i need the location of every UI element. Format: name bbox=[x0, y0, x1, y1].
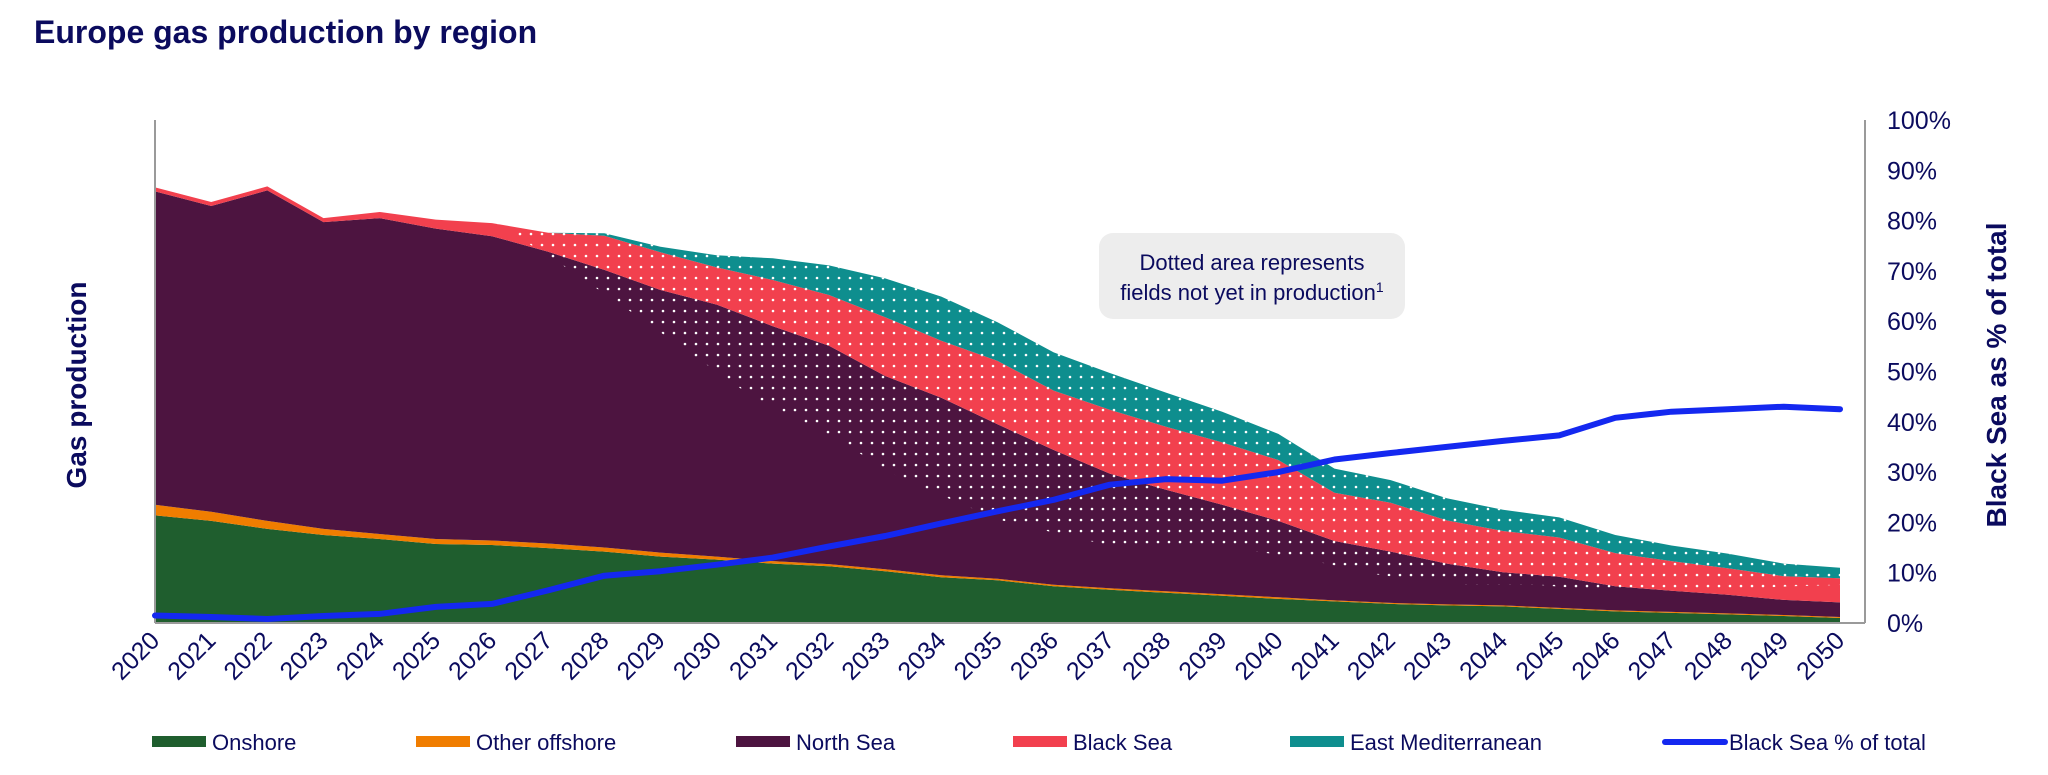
x-tick-label: 2037 bbox=[1061, 626, 1120, 685]
y2-tick-label: 20% bbox=[1887, 509, 1937, 537]
y2-tick-label: 0% bbox=[1887, 610, 1923, 638]
y2-tick-labels: 0% 10% 20% 30% 40% 50% 60% 70% 80% 90% 100% bbox=[1887, 107, 1951, 638]
annotation-box: Dotted area represents fields not yet in… bbox=[1099, 233, 1405, 319]
x-tick-label: 2024 bbox=[331, 626, 390, 685]
legend-item-east-mediterranean: East Mediterranean bbox=[1290, 730, 1542, 755]
y2-tick-label: 100% bbox=[1887, 107, 1951, 135]
legend-item-other-offshore: Other offshore bbox=[416, 730, 616, 755]
x-tick-label: 2023 bbox=[275, 626, 334, 685]
x-tick-label: 2033 bbox=[836, 626, 895, 685]
legend-label: North Sea bbox=[796, 730, 896, 755]
y2-tick-label: 10% bbox=[1887, 560, 1937, 588]
x-tick-label: 2028 bbox=[555, 626, 614, 685]
legend-item-north-sea: North Sea bbox=[736, 730, 896, 755]
legend-swatch bbox=[416, 736, 470, 747]
annotation-line-1: Dotted area represents bbox=[1139, 250, 1364, 275]
x-tick-label: 2029 bbox=[612, 626, 671, 685]
x-tick-label: 2038 bbox=[1117, 626, 1176, 685]
x-tick-label: 2039 bbox=[1173, 626, 1232, 685]
x-tick-label: 2040 bbox=[1229, 626, 1288, 685]
x-tick-label: 2031 bbox=[724, 626, 783, 685]
area-north-sea bbox=[155, 190, 1840, 617]
x-tick-label: 2020 bbox=[106, 626, 165, 685]
y-axis-title: Gas production bbox=[61, 282, 92, 489]
x-tick-label: 2043 bbox=[1398, 626, 1457, 685]
x-tick-label: 2022 bbox=[218, 626, 277, 685]
x-tick-label: 2041 bbox=[1286, 626, 1345, 685]
x-tick-label: 2045 bbox=[1510, 626, 1569, 685]
y2-tick-label: 90% bbox=[1887, 157, 1937, 185]
x-tick-label: 2021 bbox=[162, 626, 221, 685]
x-tick-label: 2025 bbox=[387, 626, 446, 685]
annotation-superscript: 1 bbox=[1376, 279, 1384, 295]
x-tick-label: 2032 bbox=[780, 626, 839, 685]
x-tick-label: 2047 bbox=[1623, 626, 1682, 685]
chart-title: Europe gas production by region bbox=[34, 14, 538, 50]
legend-label: East Mediterranean bbox=[1350, 730, 1542, 755]
x-tick-label: 2026 bbox=[443, 626, 502, 685]
legend-label: Black Sea bbox=[1073, 730, 1173, 755]
legend-label: Black Sea % of total bbox=[1729, 730, 1926, 755]
x-tick-labels: 2020202120222023202420252026202720282029… bbox=[106, 626, 1850, 685]
legend-swatch bbox=[152, 736, 206, 747]
legend-swatch bbox=[1290, 736, 1344, 747]
legend-swatch bbox=[736, 736, 790, 747]
x-tick-label: 2044 bbox=[1454, 626, 1513, 685]
x-tick-label: 2034 bbox=[892, 626, 951, 685]
line-black-sea-of-total bbox=[152, 403, 1843, 622]
axes bbox=[154, 120, 1866, 624]
y2-tick-label: 70% bbox=[1887, 258, 1937, 286]
x-tick-label: 2036 bbox=[1005, 626, 1064, 685]
legend-label: Onshore bbox=[212, 730, 296, 755]
x-tick-label: 2046 bbox=[1566, 626, 1625, 685]
annotation-line-2: fields not yet in production1 bbox=[1120, 279, 1384, 305]
y2-tick-label: 80% bbox=[1887, 208, 1937, 236]
x-tick-label: 2030 bbox=[668, 626, 727, 685]
x-tick-label: 2027 bbox=[499, 626, 558, 685]
legend-swatch bbox=[1013, 736, 1067, 747]
annotation-background bbox=[1099, 233, 1405, 319]
x-tick-label: 2049 bbox=[1735, 626, 1794, 685]
y2-tick-label: 30% bbox=[1887, 459, 1937, 487]
annotation-line-2-text: fields not yet in production bbox=[1120, 280, 1376, 305]
y2-tick-label: 60% bbox=[1887, 308, 1937, 336]
x-tick-label: 2048 bbox=[1679, 626, 1738, 685]
area-onshore bbox=[155, 515, 1840, 623]
legend-item-black-sea-of-total: Black Sea % of total bbox=[1662, 730, 1926, 755]
y2-axis-title: Black Sea as % of total bbox=[1981, 222, 2012, 527]
legend-label: Other offshore bbox=[476, 730, 616, 755]
legend-item-black-sea: Black Sea bbox=[1013, 730, 1173, 755]
line-series-layer bbox=[152, 403, 1843, 622]
legend: Onshore Other offshore North Sea Black Sea E… bbox=[152, 730, 1926, 755]
legend-item-onshore: Onshore bbox=[152, 730, 296, 755]
y2-tick-label: 40% bbox=[1887, 409, 1937, 437]
x-tick-label: 2050 bbox=[1791, 626, 1850, 685]
dotted-black-sea bbox=[450, 186, 1840, 592]
x-tick-label: 2042 bbox=[1342, 626, 1401, 685]
y2-tick-label: 50% bbox=[1887, 359, 1937, 387]
x-tick-label: 2035 bbox=[949, 626, 1008, 685]
